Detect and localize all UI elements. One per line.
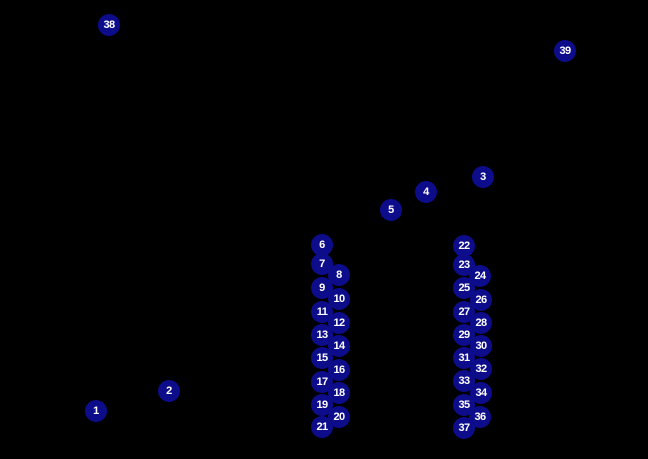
map-marker[interactable]: 33 [453, 370, 475, 392]
map-marker[interactable]: 17 [311, 371, 333, 393]
map-marker[interactable]: 6 [311, 234, 333, 256]
map-marker[interactable]: 27 [453, 301, 475, 323]
map-marker[interactable]: 21 [311, 416, 333, 438]
map-marker[interactable]: 14 [328, 335, 350, 357]
map-marker[interactable]: 26 [470, 289, 492, 311]
map-marker[interactable]: 3 [472, 166, 494, 188]
map-marker[interactable]: 9 [311, 277, 333, 299]
map-marker[interactable]: 20 [328, 406, 350, 428]
map-marker[interactable]: 8 [328, 264, 350, 286]
map-marker[interactable]: 25 [453, 277, 475, 299]
map-marker[interactable]: 15 [311, 347, 333, 369]
map-marker[interactable]: 29 [453, 324, 475, 346]
map-marker[interactable]: 7 [311, 253, 333, 275]
map-marker[interactable]: 11 [311, 301, 333, 323]
map-marker[interactable]: 32 [470, 358, 492, 380]
map-marker[interactable]: 13 [311, 324, 333, 346]
map-marker[interactable]: 30 [470, 335, 492, 357]
map-marker[interactable]: 24 [469, 265, 491, 287]
map-marker[interactable]: 10 [328, 288, 350, 310]
map-marker[interactable]: 1 [85, 400, 107, 422]
map-marker[interactable]: 18 [328, 382, 350, 404]
map-marker[interactable]: 2 [158, 380, 180, 402]
map-marker[interactable]: 39 [554, 40, 576, 62]
map-marker[interactable]: 36 [469, 406, 491, 428]
map-marker[interactable]: 5 [380, 199, 402, 221]
map-marker[interactable]: 28 [470, 312, 492, 334]
map-marker[interactable]: 12 [328, 312, 350, 334]
map-marker[interactable]: 34 [470, 382, 492, 404]
map-marker[interactable]: 38 [98, 14, 120, 36]
map-marker[interactable]: 37 [453, 417, 475, 439]
map-marker[interactable]: 22 [453, 235, 475, 257]
map-marker[interactable]: 4 [415, 181, 437, 203]
map-marker[interactable]: 16 [328, 359, 350, 381]
map-marker[interactable]: 19 [311, 394, 333, 416]
map-marker[interactable]: 31 [453, 347, 475, 369]
